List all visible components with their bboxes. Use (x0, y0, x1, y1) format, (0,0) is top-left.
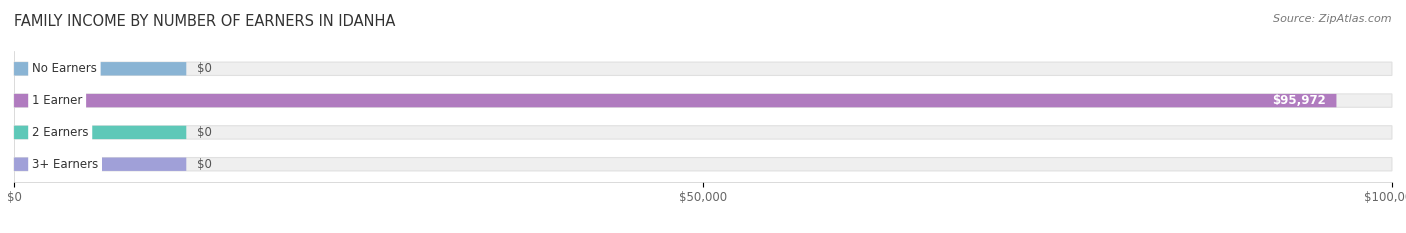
Text: FAMILY INCOME BY NUMBER OF EARNERS IN IDANHA: FAMILY INCOME BY NUMBER OF EARNERS IN ID… (14, 14, 395, 29)
Text: $0: $0 (197, 158, 212, 171)
FancyBboxPatch shape (14, 126, 1392, 139)
Text: 1 Earner: 1 Earner (32, 94, 83, 107)
Text: $0: $0 (197, 62, 212, 75)
FancyBboxPatch shape (14, 62, 187, 75)
FancyBboxPatch shape (14, 158, 1392, 171)
Text: No Earners: No Earners (32, 62, 97, 75)
Text: 3+ Earners: 3+ Earners (32, 158, 98, 171)
FancyBboxPatch shape (14, 158, 187, 171)
Text: 2 Earners: 2 Earners (32, 126, 89, 139)
FancyBboxPatch shape (14, 94, 1392, 107)
Text: Source: ZipAtlas.com: Source: ZipAtlas.com (1274, 14, 1392, 24)
Text: $95,972: $95,972 (1271, 94, 1326, 107)
Text: $0: $0 (197, 126, 212, 139)
FancyBboxPatch shape (14, 94, 1337, 107)
FancyBboxPatch shape (14, 126, 187, 139)
FancyBboxPatch shape (14, 62, 1392, 75)
